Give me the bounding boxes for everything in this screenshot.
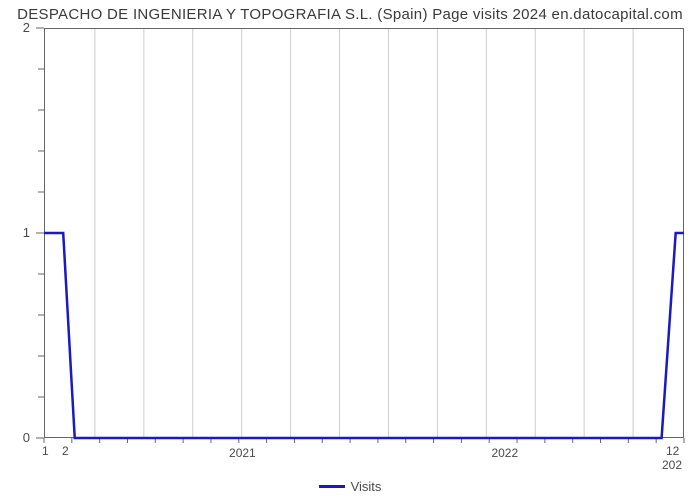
legend-swatch [319,485,345,488]
x-corner-right-2: 202 [662,458,682,472]
chart-title: DESPACHO DE INGENIERIA Y TOPOGRAFIA S.L.… [0,6,700,23]
chart-svg [44,28,684,438]
x-corner-left-1: 1 [42,444,49,458]
y-tick-label: 2 [0,20,30,35]
legend-label: Visits [351,479,382,494]
x-tick-label: 2021 [229,446,256,460]
x-corner-right-1: 12 [666,444,679,458]
y-tick-label: 0 [0,430,30,445]
y-tick-label: 1 [0,225,30,240]
chart-legend: Visits [0,478,700,494]
x-tick-label: 2022 [491,446,518,460]
x-corner-left-2: 2 [62,444,69,458]
chart-plot-area [44,28,684,438]
